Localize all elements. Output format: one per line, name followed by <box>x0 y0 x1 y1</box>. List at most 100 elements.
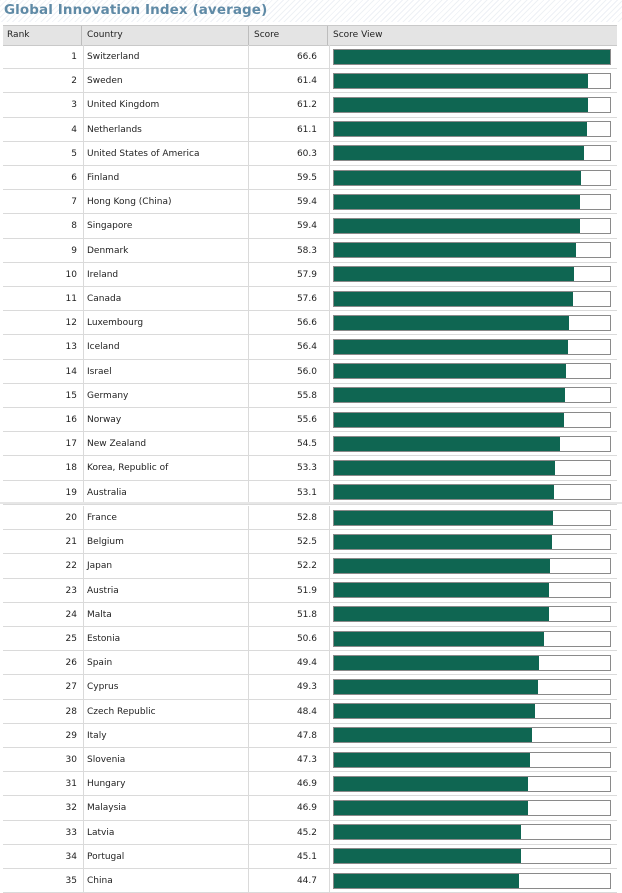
table-row[interactable]: 2Sweden61.4 <box>3 69 617 93</box>
column-divider <box>248 142 249 166</box>
table-row[interactable]: 25Estonia50.6 <box>3 627 617 651</box>
table-row[interactable]: 6Finland59.5 <box>3 166 617 190</box>
column-divider <box>83 432 84 456</box>
country-cell: Iceland <box>87 335 120 359</box>
score-bar-track <box>333 510 611 526</box>
table-row[interactable]: 28Czech Republic48.4 <box>3 700 617 724</box>
table-row[interactable]: 7Hong Kong (China)59.4 <box>3 190 617 214</box>
column-divider <box>83 530 84 554</box>
column-divider <box>329 311 330 335</box>
score-bar <box>334 364 566 378</box>
column-divider <box>329 408 330 432</box>
column-divider <box>329 239 330 263</box>
column-divider <box>329 142 330 166</box>
table-row[interactable]: 31Hungary46.9 <box>3 772 617 796</box>
column-divider <box>248 530 249 554</box>
score-bar <box>334 728 532 742</box>
column-divider <box>329 530 330 554</box>
table-row[interactable]: 26Spain49.4 <box>3 651 617 675</box>
rank-cell: 28 <box>3 700 77 724</box>
column-header-rank[interactable]: Rank <box>3 26 81 45</box>
column-divider <box>329 869 330 893</box>
column-divider <box>329 700 330 724</box>
column-divider <box>329 69 330 93</box>
score-bar <box>334 74 588 88</box>
country-cell: Malaysia <box>87 796 126 820</box>
table-row[interactable]: 16Norway55.6 <box>3 408 617 432</box>
table-row[interactable]: 11Canada57.6 <box>3 287 617 311</box>
score-bar <box>334 753 530 767</box>
column-divider <box>248 360 249 384</box>
score-bar-track <box>333 848 611 864</box>
table-row[interactable]: 21Belgium52.5 <box>3 530 617 554</box>
country-cell: Estonia <box>87 627 120 651</box>
column-header-score[interactable]: Score <box>250 26 327 45</box>
score-bar-track <box>333 170 611 186</box>
country-cell: Latvia <box>87 821 114 845</box>
table-row[interactable]: 8Singapore59.4 <box>3 214 617 238</box>
table-row[interactable]: 12Luxembourg56.6 <box>3 311 617 335</box>
table-row[interactable]: 29Italy47.8 <box>3 724 617 748</box>
column-divider <box>248 287 249 311</box>
table-row[interactable]: 24Malta51.8 <box>3 603 617 627</box>
rank-cell: 21 <box>3 530 77 554</box>
country-cell: Italy <box>87 724 107 748</box>
table-row[interactable]: 30Slovenia47.3 <box>3 748 617 772</box>
country-cell: Slovenia <box>87 748 125 772</box>
score-label: 56.0 <box>250 360 317 384</box>
rank-cell: 32 <box>3 796 77 820</box>
score-bar-track <box>333 194 611 210</box>
table-row[interactable]: 14Israel56.0 <box>3 360 617 384</box>
table-row[interactable]: 5United States of America60.3 <box>3 142 617 166</box>
table-row[interactable]: 22Japan52.2 <box>3 554 617 578</box>
rank-cell: 33 <box>3 821 77 845</box>
table-row[interactable]: 35China44.7 <box>3 869 617 893</box>
score-bar-track <box>333 315 611 331</box>
table-row[interactable]: 10Ireland57.9 <box>3 263 617 287</box>
score-bar <box>334 825 521 839</box>
column-divider <box>83 603 84 627</box>
column-header-country[interactable]: Country <box>83 26 248 45</box>
table-row[interactable]: 33Latvia45.2 <box>3 821 617 845</box>
table-row[interactable]: 15Germany55.8 <box>3 384 617 408</box>
table-row[interactable]: 34Portugal45.1 <box>3 845 617 869</box>
score-label: 53.3 <box>250 456 317 480</box>
table-row[interactable]: 1Switzerland66.6 <box>3 45 617 69</box>
table-row[interactable]: 20 France 52.8 <box>3 506 617 530</box>
table-row[interactable]: 17New Zealand54.5 <box>3 432 617 456</box>
score-label: 52.2 <box>250 554 317 578</box>
column-divider <box>248 796 249 820</box>
table-row[interactable]: 32Malaysia46.9 <box>3 796 617 820</box>
column-header-score-view[interactable]: Score View <box>329 26 617 45</box>
column-divider <box>329 432 330 456</box>
table-row[interactable]: 3United Kingdom61.2 <box>3 93 617 117</box>
column-divider <box>329 118 330 142</box>
score-label: 50.6 <box>250 627 317 651</box>
score-bar <box>334 511 553 525</box>
table-row[interactable]: 4Netherlands61.1 <box>3 118 617 142</box>
rank-cell: 23 <box>3 579 77 603</box>
score-label: 52.8 <box>250 506 317 530</box>
column-divider <box>83 579 84 603</box>
rank-cell: 9 <box>3 239 77 263</box>
country-cell: Hungary <box>87 772 125 796</box>
column-divider <box>248 335 249 359</box>
table-row[interactable]: 27Cyprus49.3 <box>3 675 617 699</box>
table-row[interactable]: 18Korea, Republic of53.3 <box>3 456 617 480</box>
column-divider <box>248 263 249 287</box>
table-row[interactable]: 9Denmark58.3 <box>3 239 617 263</box>
table-row[interactable]: 23Austria51.9 <box>3 579 617 603</box>
country-cell: France <box>87 506 117 530</box>
score-bar-track <box>333 460 611 476</box>
score-bar-track <box>333 800 611 816</box>
country-cell: Austria <box>87 579 119 603</box>
score-bar <box>334 316 569 330</box>
column-divider <box>248 384 249 408</box>
rank-cell: 10 <box>3 263 77 287</box>
table-row[interactable]: 13Iceland56.4 <box>3 335 617 359</box>
score-bar-track <box>333 484 611 500</box>
score-bar <box>334 219 580 233</box>
rank-cell: 20 <box>3 506 77 530</box>
score-bar-track <box>333 73 611 89</box>
column-divider <box>248 506 249 530</box>
